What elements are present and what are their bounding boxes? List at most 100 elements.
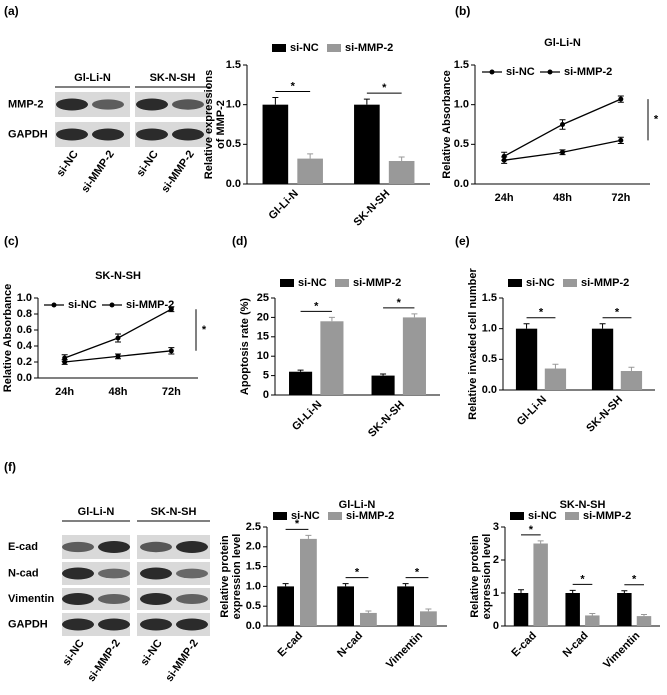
- x-tick-label: N-cad: [561, 630, 591, 660]
- bar: [262, 104, 289, 184]
- error-bar: [640, 613, 647, 617]
- bar: [371, 375, 395, 395]
- error-bar: [523, 323, 530, 329]
- bar: [337, 586, 354, 626]
- point: [168, 348, 174, 354]
- legend-swatch: [280, 279, 294, 287]
- point: [618, 137, 624, 143]
- blot-band: [172, 99, 204, 110]
- y-tick-label: 0.5: [454, 138, 469, 150]
- y-axis-label: of MMP-2: [215, 100, 227, 149]
- blot-band: [176, 618, 208, 631]
- y-axis-label: Relative protein: [219, 535, 231, 618]
- error-bar: [328, 316, 335, 322]
- y-tick-label: 1.0: [246, 580, 261, 592]
- error-bar: [569, 589, 576, 593]
- error-bar: [342, 583, 349, 587]
- y-tick-label: 0.0: [226, 178, 241, 190]
- bar: [620, 370, 643, 390]
- y-tick-label: 1.5: [482, 292, 497, 304]
- y-tick-label: 0.4: [17, 340, 33, 352]
- error-bar: [599, 323, 606, 329]
- blot-band: [176, 541, 208, 553]
- bar: [300, 538, 317, 626]
- legend-label: si-MMP-2: [345, 42, 393, 54]
- significance-star: *: [295, 518, 300, 530]
- blot-lane-label: si-NC: [61, 637, 87, 667]
- y-tick-label: 0.0: [17, 372, 32, 384]
- blot-band: [98, 618, 130, 631]
- x-tick-label: Gl-Li-N: [267, 188, 301, 222]
- significance-star: *: [529, 524, 534, 536]
- legend-swatch: [510, 512, 524, 520]
- panel-label: (d): [232, 234, 247, 248]
- blot-band: [140, 618, 172, 631]
- y-tick-label: 1.0: [226, 99, 241, 111]
- bar: [420, 611, 437, 626]
- x-tick-label: Vimentin: [601, 630, 642, 671]
- y-tick-label: 5: [263, 370, 269, 382]
- blot-row-label: N-cad: [8, 567, 39, 579]
- legend-label: si-MMP-2: [581, 277, 629, 289]
- legend-label: si-NC: [506, 66, 535, 78]
- y-tick-label: 0: [263, 389, 269, 401]
- legend-marker: [547, 69, 553, 75]
- y-tick-label: 1.5: [454, 59, 469, 71]
- legend-label: si-MMP-2: [126, 299, 174, 311]
- x-tick-label: Vimentin: [384, 630, 425, 671]
- y-tick-label: 1.5: [246, 561, 261, 573]
- y-tick-label: 0: [493, 620, 499, 632]
- x-tick-label: SK-N-SH: [352, 188, 393, 229]
- blot-lane-label: si-NC: [139, 637, 165, 667]
- blot-lane-label: si-NC: [55, 148, 81, 178]
- legend-label: si-MMP-2: [564, 66, 612, 78]
- blot-band: [98, 568, 130, 579]
- x-tick-label: 72h: [611, 192, 630, 204]
- y-tick-label: 0.0: [482, 384, 497, 396]
- blot-group-label: SK-N-SH: [150, 72, 196, 84]
- bar: [617, 593, 632, 626]
- legend-marker: [489, 69, 495, 75]
- legend-swatch: [563, 279, 577, 287]
- significance-star: *: [314, 300, 319, 312]
- legend-swatch: [327, 44, 341, 52]
- bar: [585, 615, 600, 626]
- bar: [513, 593, 529, 626]
- bar: [388, 160, 415, 184]
- legend-label: si-NC: [526, 277, 555, 289]
- significance-star: *: [355, 567, 360, 579]
- y-tick-label: 25: [257, 292, 269, 304]
- y-tick-label: 1.5: [226, 59, 241, 71]
- blot-band: [92, 128, 124, 141]
- blot-band: [98, 594, 130, 604]
- legend-label: si-NC: [528, 510, 557, 522]
- y-tick-label: 3: [493, 521, 499, 533]
- chart-title: Gl-Li-N: [339, 499, 376, 511]
- blot-band: [176, 594, 208, 604]
- y-tick-label: 10: [257, 350, 269, 362]
- y-tick-label: 0.5: [246, 600, 261, 612]
- significance-star: *: [397, 297, 402, 309]
- error-bar: [297, 369, 304, 372]
- y-axis-label: expression level: [481, 534, 493, 620]
- y-tick-label: 0.0: [454, 178, 469, 190]
- x-tick-label: SK-N-SH: [366, 399, 407, 440]
- significance-star: *: [615, 307, 620, 319]
- y-tick-label: 0.0: [246, 620, 261, 632]
- significance-star: *: [539, 307, 544, 319]
- y-tick-label: 1.0: [17, 292, 32, 304]
- error-bar: [363, 98, 370, 105]
- y-axis-label: Relative Absorbance: [2, 284, 14, 392]
- chart-title: Gl-Li-N: [544, 37, 581, 49]
- y-tick-label: 1.0: [482, 323, 497, 335]
- blot-row-label: MMP-2: [8, 98, 43, 110]
- significance-star: *: [382, 82, 387, 94]
- y-tick-label: 0.5: [482, 353, 497, 365]
- y-axis-label: Apoptosis rate (%): [239, 298, 251, 396]
- blot-lane-label: si-MMP-2: [159, 149, 197, 195]
- y-tick-label: 0.6: [17, 324, 32, 336]
- point: [618, 96, 624, 102]
- blot-band: [62, 593, 94, 605]
